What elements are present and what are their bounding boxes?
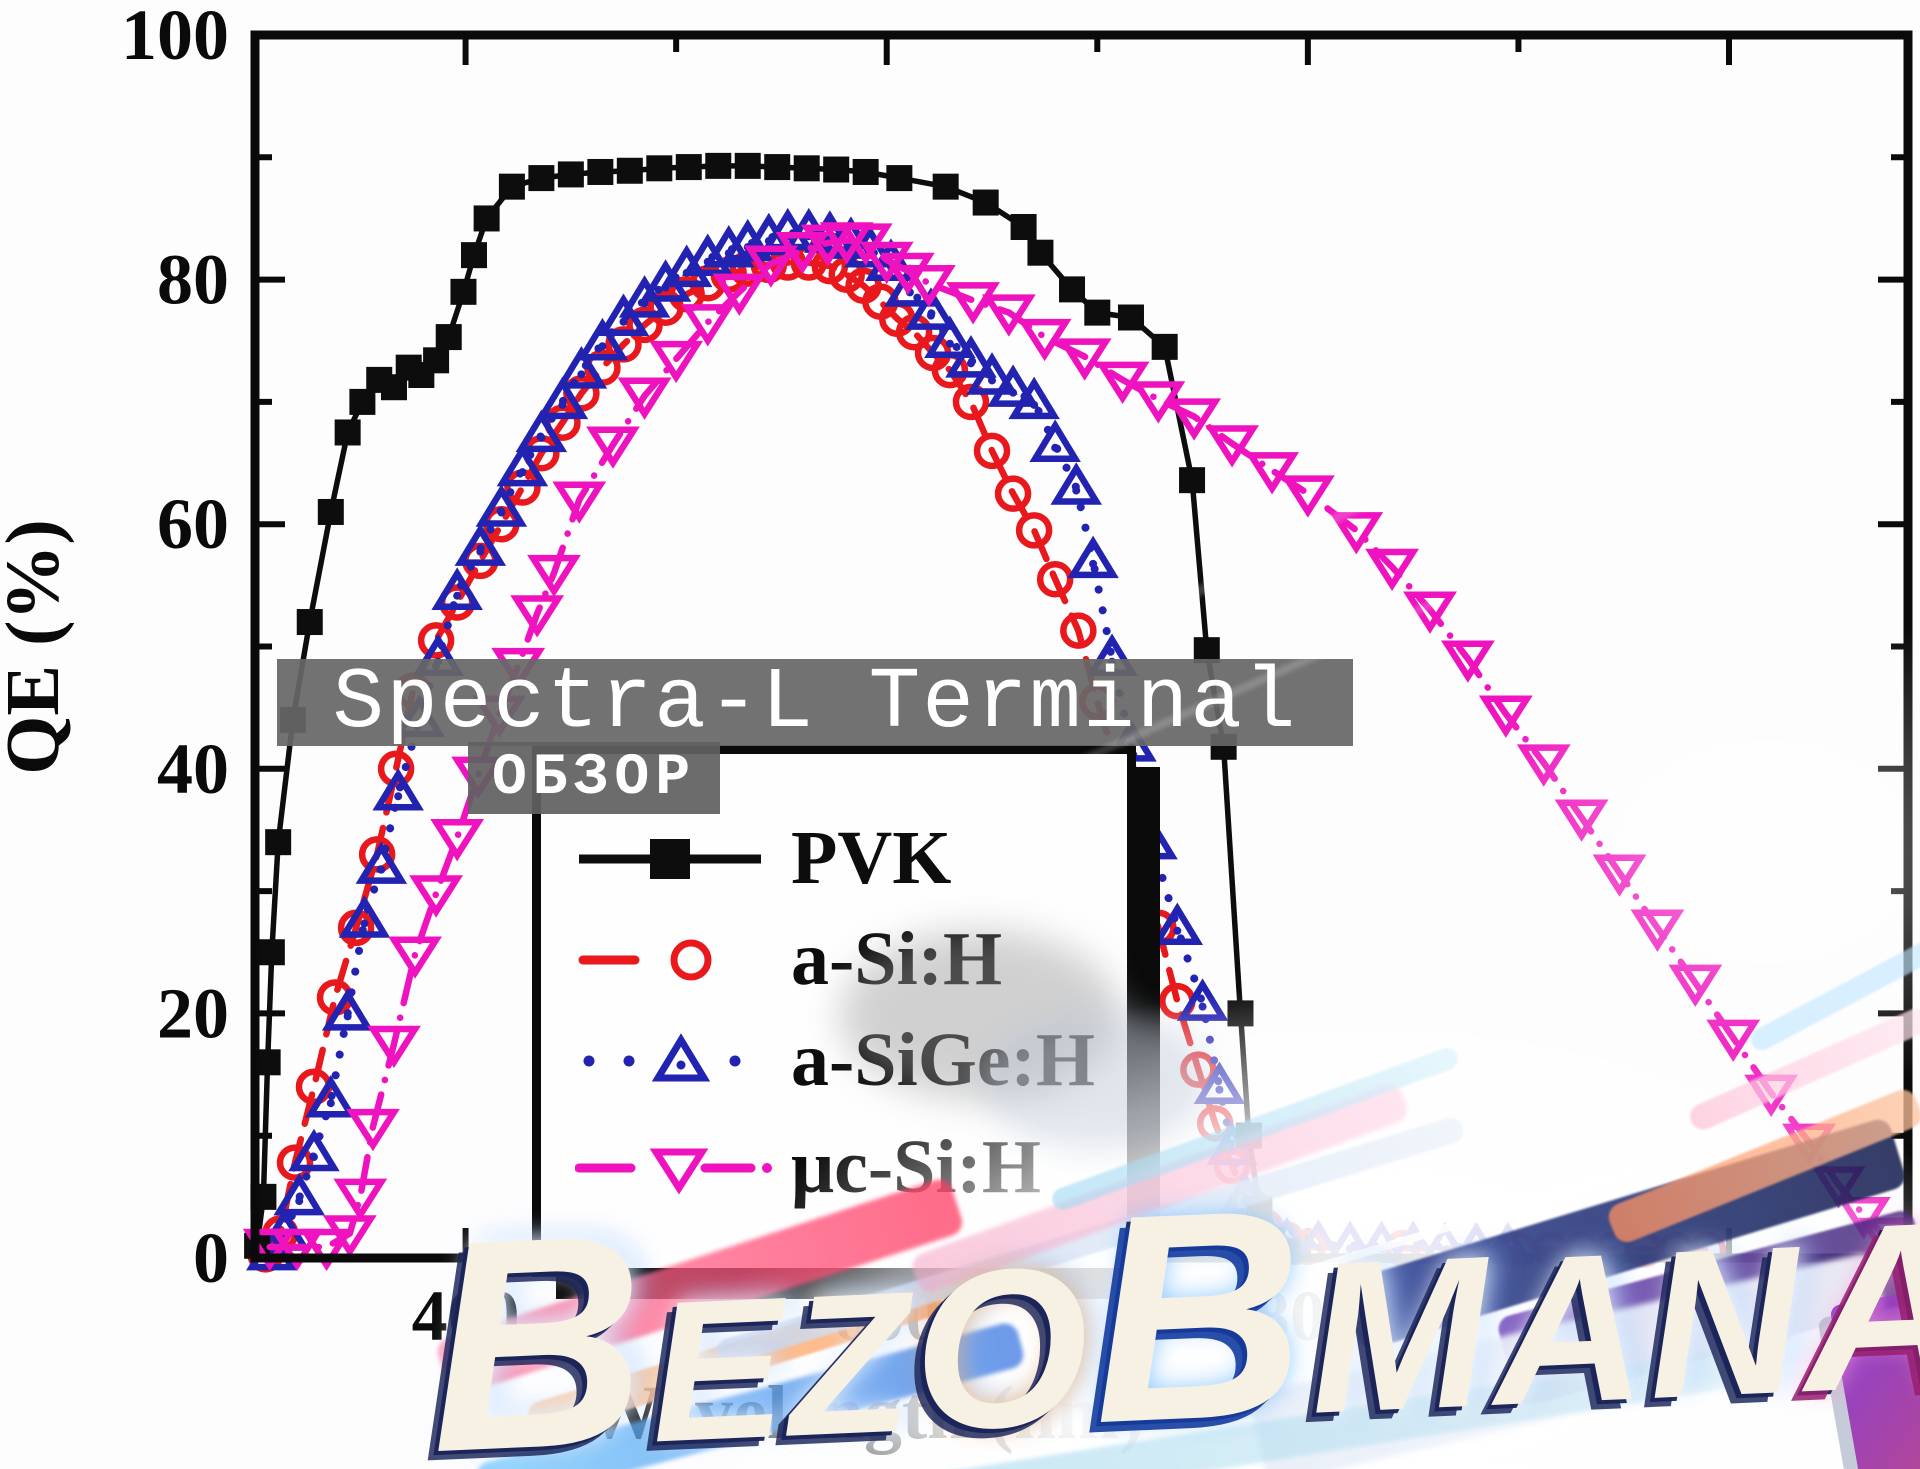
- y-tick-label: 60: [157, 484, 229, 564]
- y-tick-label: 100: [121, 0, 229, 75]
- legend-label-asih: a-Si:H: [791, 917, 1003, 1001]
- legend-label-pvk: PVK: [791, 816, 952, 900]
- y-tick-label: 80: [157, 240, 229, 320]
- x-axis-title: Wavelength (nm): [585, 1371, 1144, 1455]
- legend-item-asigeh: a-SiGe:H: [575, 1010, 1127, 1111]
- x-tick-label: 400: [412, 1276, 520, 1356]
- x-tick-label: 1000: [1657, 1276, 1801, 1356]
- legend-label-ucsih: μc-Si:H: [791, 1125, 1041, 1209]
- ucsih-marker-icon: [575, 1148, 772, 1195]
- spectra-terminal-banner-text: Spectra-L Terminal: [332, 653, 1298, 752]
- legend-item-pvk: PVK: [575, 808, 1127, 909]
- y-tick-label: 0: [193, 1218, 229, 1298]
- legend-label-asigeh: a-SiGe:H: [791, 1018, 1095, 1102]
- y-axis-title: QE (%): [0, 519, 75, 774]
- x-tick-label: 600: [833, 1276, 941, 1356]
- pvk-marker-icon: [579, 838, 761, 879]
- asih-marker-icon: [578, 939, 712, 980]
- legend-item-ucsih: μc-Si:H: [575, 1117, 1127, 1218]
- chart-legend: PVK a-Si:H a-SiGe:H μc-Si:H: [532, 745, 1136, 1277]
- spectra-terminal-banner: Spectra-L Terminal: [277, 654, 1353, 752]
- y-tick-label: 20: [157, 973, 229, 1053]
- x-tick-label: 800: [1254, 1276, 1362, 1356]
- obzor-overlay-box: ОБЗОР: [468, 742, 720, 814]
- y-tick-label: 40: [157, 729, 229, 809]
- asigeh-marker-icon: [583, 1032, 741, 1081]
- legend-item-asih: a-Si:H: [575, 909, 1127, 1010]
- obzor-overlay-text: ОБЗОР: [491, 745, 697, 811]
